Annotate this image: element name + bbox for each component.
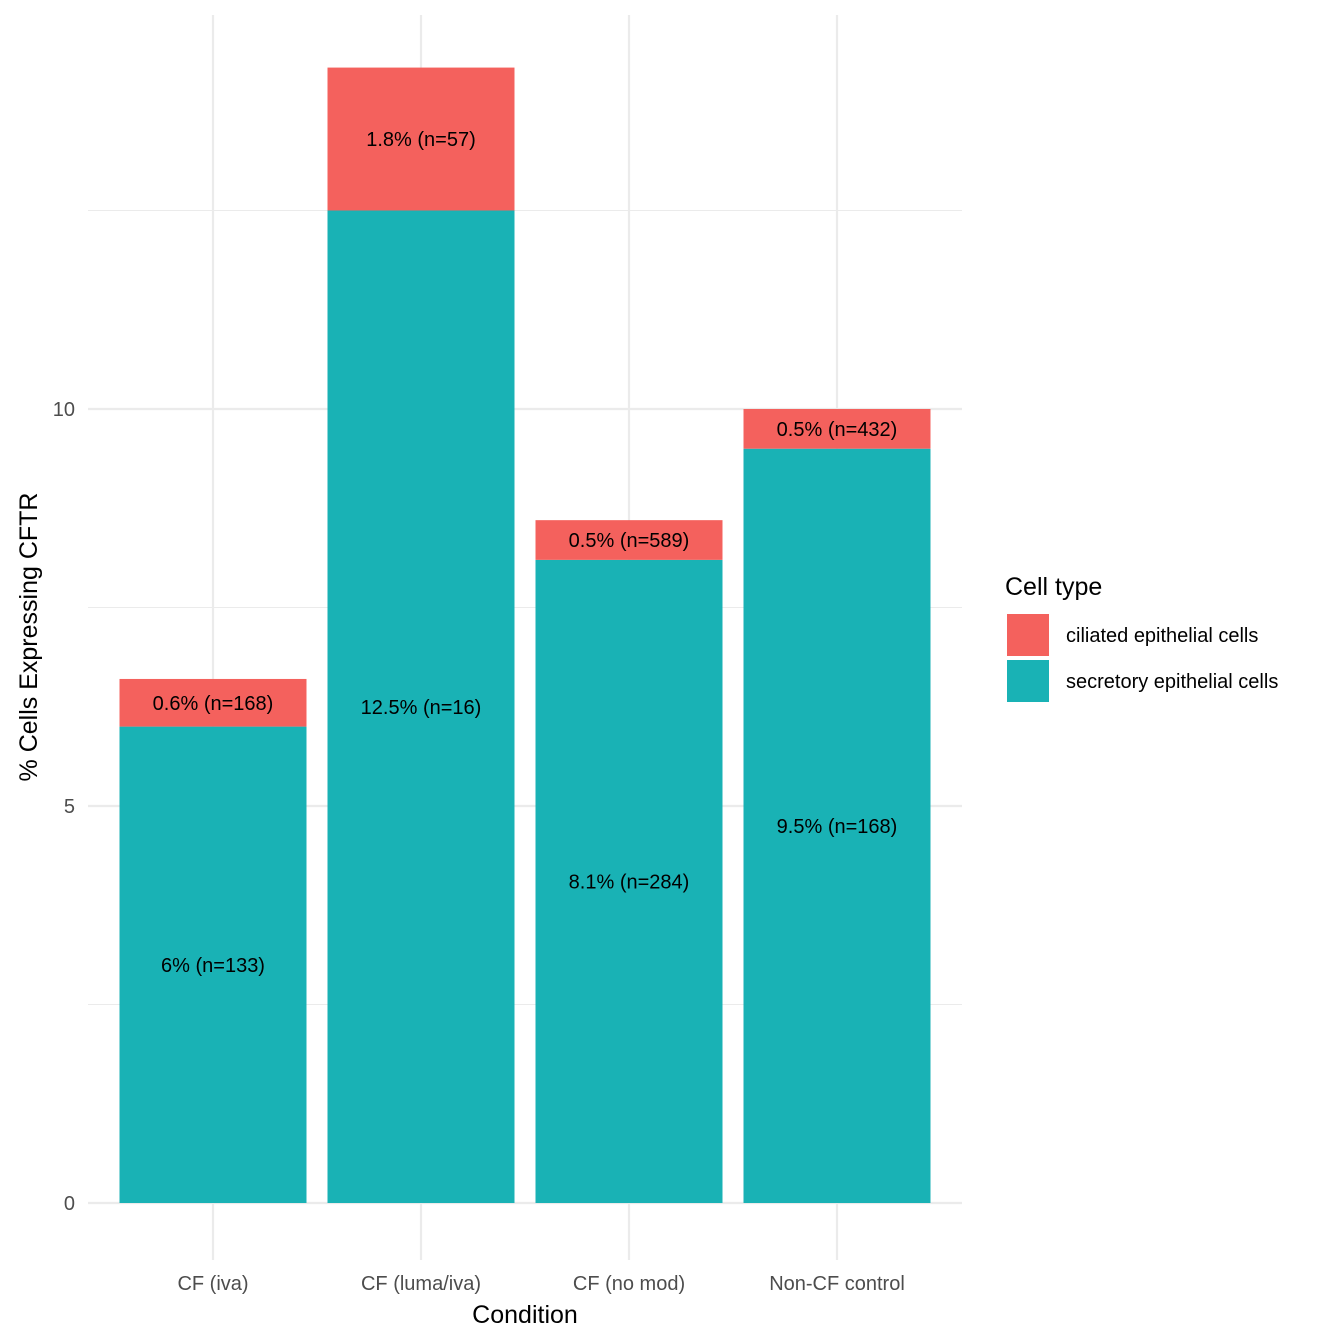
y-axis-title: % Cells Expressing CFTR <box>15 493 43 782</box>
bar-label-ciliated-2: 1.8% (n=57) <box>366 129 476 151</box>
legend-label-secretory: secretory epithelial cells <box>1066 671 1278 693</box>
x-tick-label: CF (luma/iva) <box>361 1273 481 1295</box>
axes: 0 5 10 CF (iva) CF (luma/iva) CF (no mod) Non-… <box>53 399 905 1295</box>
bar-label-ciliated-4: 0.5% (n=432) <box>777 419 898 441</box>
bar-ciliated-3 <box>535 520 723 560</box>
x-tick-label: CF (no mod) <box>573 1273 685 1295</box>
bar-label-secretory-2: 12.5% (n=16) <box>361 697 482 719</box>
bar-label-secretory-3: 8.1% (n=284) <box>569 871 690 893</box>
x-tick-label: CF (iva) <box>177 1273 248 1295</box>
y-tick-label: 0 <box>64 1193 75 1215</box>
bar-label-secretory-1: 6% (n=133) <box>161 955 265 977</box>
legend-key-secretory <box>1007 660 1049 702</box>
x-axis-title: Condition <box>472 1301 578 1329</box>
legend-label-ciliated: ciliated epithelial cells <box>1066 625 1258 647</box>
legend-key-ciliated <box>1007 614 1049 656</box>
bar-ciliated-1 <box>119 678 307 727</box>
bars <box>119 67 931 1203</box>
x-tick-label: Non-CF control <box>769 1273 905 1295</box>
bar-secretory-2 <box>327 210 515 1203</box>
bar-secretory-4 <box>743 448 931 1203</box>
bar-secretory-3 <box>535 559 723 1203</box>
y-tick-label: 5 <box>64 796 75 818</box>
bar-secretory-1 <box>119 726 307 1203</box>
legend-title: Cell type <box>1005 573 1102 601</box>
bar-ciliated-4 <box>743 409 931 449</box>
bar-label-secretory-4: 9.5% (n=168) <box>777 816 898 838</box>
bar-labels: 6% (n=133) 0.6% (n=168) 12.5% (n=16) 1.8% (… <box>153 129 898 977</box>
y-tick-label: 10 <box>53 399 75 421</box>
legend: Cell type ciliated epithelial cells secre… <box>1005 573 1278 702</box>
bar-ciliated-2 <box>327 67 515 211</box>
bar-label-ciliated-3: 0.5% (n=589) <box>569 530 690 552</box>
bar-label-ciliated-1: 0.6% (n=168) <box>153 693 274 715</box>
